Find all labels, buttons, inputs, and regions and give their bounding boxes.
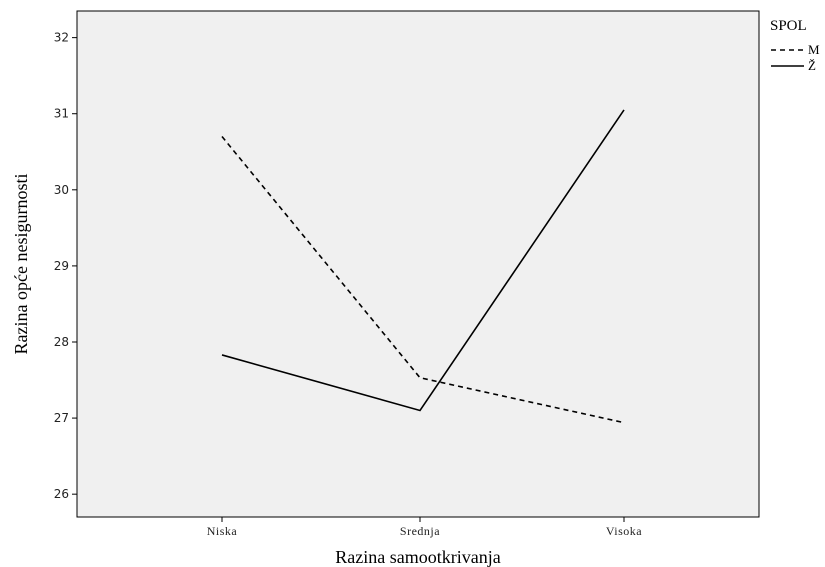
x-tick-label: Niska <box>207 524 238 538</box>
y-tick-label: 30 <box>54 183 69 197</box>
legend-label: M <box>808 42 820 57</box>
y-tick-label: 27 <box>54 411 69 425</box>
y-tick-label: 29 <box>54 259 69 273</box>
legend-title: SPOL <box>770 18 807 34</box>
x-tick-label: Visoka <box>606 524 642 538</box>
y-tick-label: 28 <box>54 335 69 349</box>
y-axis-title: Razina opće nesigurnosti <box>11 174 31 355</box>
x-axis-title: Razina samootkrivanja <box>335 547 500 567</box>
series-line-m <box>221 136 625 424</box>
plot-area <box>76 10 760 518</box>
legend: SPOL MŽ <box>770 18 820 73</box>
x-axis: Niska Srednja Visoka <box>207 517 642 538</box>
y-axis: 26 27 28 29 30 31 32 <box>54 31 77 501</box>
legend-items: MŽ <box>771 42 820 73</box>
y-tick-label: 31 <box>54 107 69 121</box>
series-layer <box>221 109 625 424</box>
x-tick-label: Srednja <box>400 524 440 538</box>
y-tick-label: 26 <box>54 487 69 501</box>
series-line-z <box>221 109 625 412</box>
y-tick-label: 32 <box>54 31 69 45</box>
legend-label: Ž <box>808 58 816 73</box>
